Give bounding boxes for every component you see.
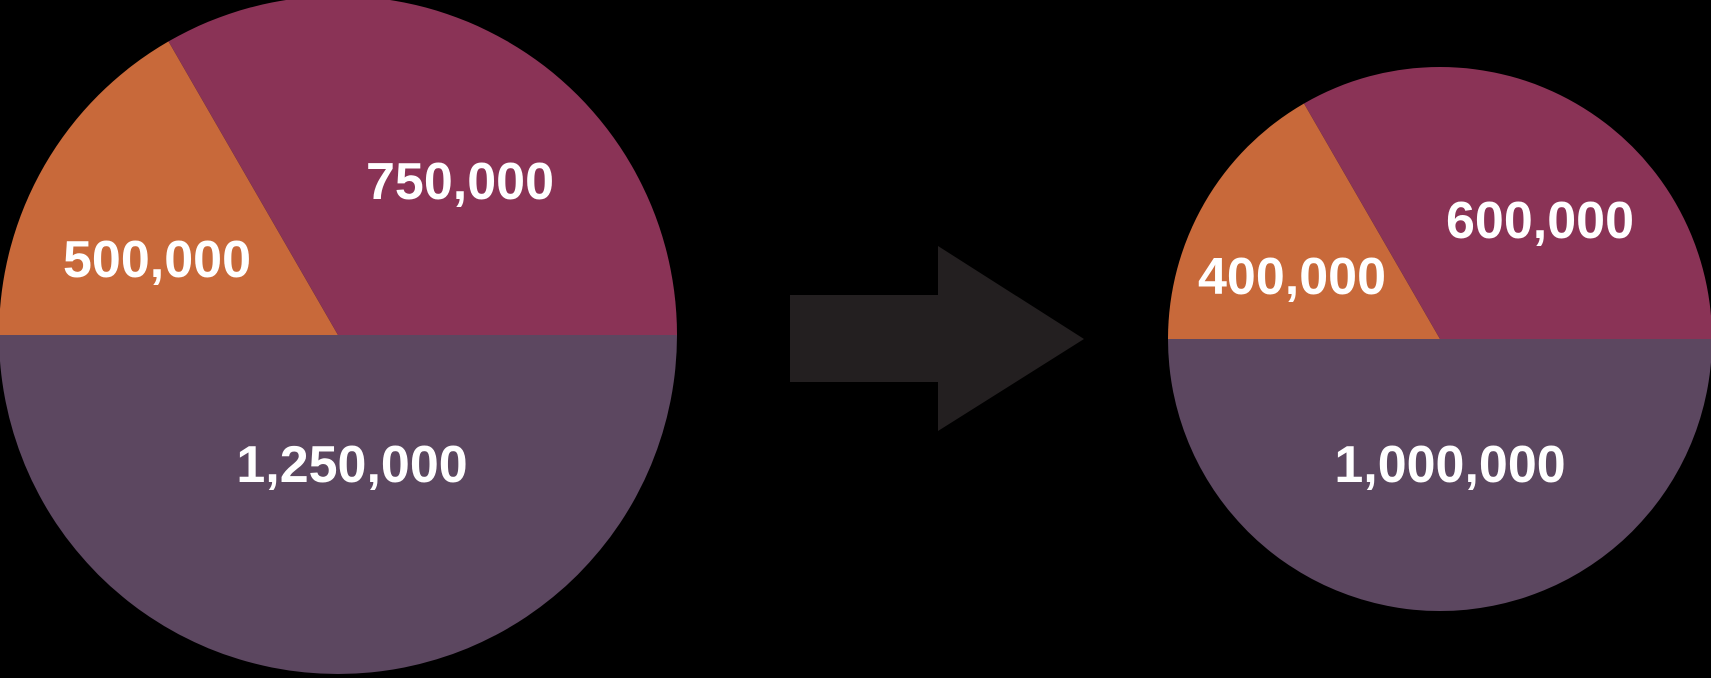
svg-text:1,250,000: 1,250,000	[236, 436, 467, 494]
svg-text:750,000: 750,000	[366, 153, 554, 211]
svg-text:600,000: 600,000	[1446, 192, 1634, 250]
svg-text:400,000: 400,000	[1198, 248, 1386, 306]
svg-text:500,000: 500,000	[63, 231, 251, 289]
svg-text:1,000,000: 1,000,000	[1334, 436, 1565, 494]
